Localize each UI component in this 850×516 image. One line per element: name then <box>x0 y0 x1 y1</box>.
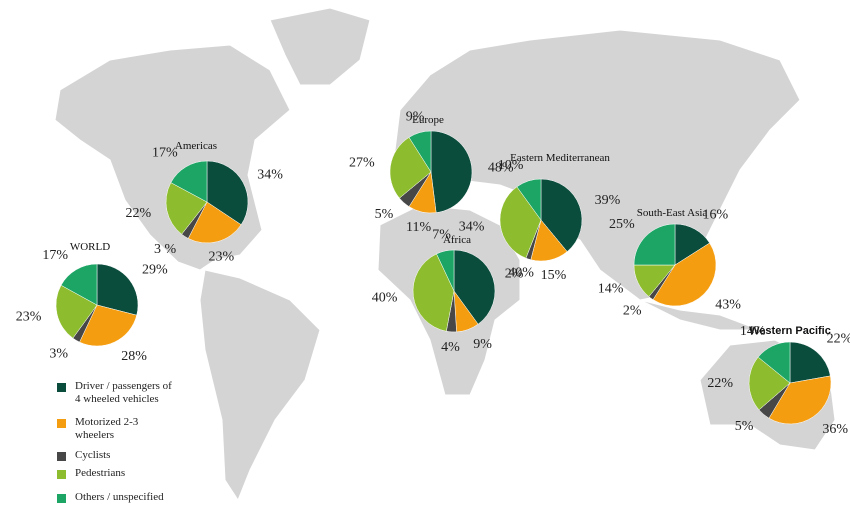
value-label: 28% <box>121 349 147 364</box>
value-label: 27% <box>349 155 375 170</box>
value-label: 48% <box>488 161 514 176</box>
pie-slice <box>436 249 455 292</box>
value-label: 4% <box>441 340 460 355</box>
legend-swatch <box>57 383 66 392</box>
legend-label: Others / unspecified <box>75 491 164 503</box>
value-label: 14% <box>740 324 766 339</box>
pie-slice <box>55 284 98 339</box>
legend-label: Motorized 2-3 wheelers <box>75 416 139 441</box>
value-label: 34% <box>459 219 485 234</box>
value-label: 10% <box>498 158 524 173</box>
legend-swatch <box>57 419 66 428</box>
value-label: 3% <box>49 346 68 361</box>
value-label: 40% <box>508 266 534 281</box>
pie-title: Western Pacific <box>749 325 831 337</box>
pie-slice <box>633 223 676 266</box>
legend-label: Cyclists <box>75 449 111 461</box>
pie-slice <box>60 263 98 306</box>
value-label: 3 % <box>154 242 177 257</box>
pie-title: South-East Asia <box>637 207 708 219</box>
land <box>639 299 761 331</box>
value-label: 5% <box>375 207 394 222</box>
value-label: 16% <box>702 207 728 222</box>
value-label: 11% <box>406 220 431 235</box>
land <box>269 7 371 86</box>
value-label: 17% <box>42 248 68 263</box>
pie-slice <box>768 375 832 425</box>
value-label: 9% <box>473 337 492 352</box>
value-label: 9% <box>406 109 425 124</box>
value-label: 5% <box>735 419 754 434</box>
pie-title: WORLD <box>70 241 110 253</box>
value-label: 15% <box>541 268 567 283</box>
pie-slice <box>757 341 791 384</box>
legend-swatch <box>57 470 66 479</box>
value-label: 23% <box>208 249 234 264</box>
pie-slice <box>389 137 432 199</box>
value-label: 25% <box>609 217 635 232</box>
pie-slice <box>499 186 542 259</box>
pie-title: Americas <box>175 140 217 152</box>
pie-slice <box>453 249 496 325</box>
value-label: 23% <box>16 310 42 325</box>
value-label: 22% <box>126 206 152 221</box>
land <box>199 269 321 502</box>
legend-label: Driver / passengers of 4 wheeled vehicle… <box>75 380 172 405</box>
pie-slice <box>412 253 455 332</box>
legend-swatch <box>57 494 66 503</box>
pie-slice <box>79 304 138 347</box>
pie-title: Africa <box>443 234 471 246</box>
pie-slice <box>516 178 542 221</box>
legend-label: Pedestrians <box>75 467 126 479</box>
value-label: 2% <box>623 303 642 318</box>
value-label: 7% <box>432 228 451 243</box>
value-label: 2% <box>505 266 524 281</box>
value-label: 36% <box>822 422 848 437</box>
pie-slice <box>170 160 208 203</box>
pie-slice <box>652 242 717 307</box>
pie-slice <box>540 178 583 252</box>
value-label: 17% <box>152 145 178 160</box>
pie-slice <box>187 201 242 244</box>
value-label: 14% <box>598 281 624 296</box>
pie-slice <box>165 182 208 235</box>
pie-slice <box>430 130 473 213</box>
pie-slice <box>408 130 432 173</box>
pie-title: Eastern Mediterranean <box>510 152 610 164</box>
pie-slice <box>748 356 791 411</box>
value-label: 22% <box>827 332 850 347</box>
value-label: 29% <box>142 262 168 277</box>
pie-slice <box>789 341 831 384</box>
pie-title: Europe <box>412 114 444 126</box>
value-label: 22% <box>707 376 733 391</box>
value-label: 39% <box>595 193 621 208</box>
value-label: 40% <box>372 290 398 305</box>
value-label: 43% <box>715 298 741 313</box>
pie-slice <box>96 263 139 316</box>
legend-swatch <box>57 452 66 461</box>
value-label: 34% <box>257 167 283 182</box>
